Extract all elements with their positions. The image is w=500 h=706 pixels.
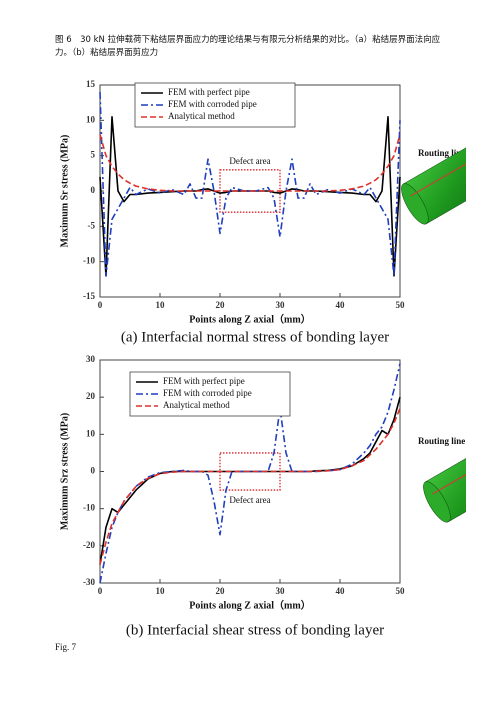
y-tick-label: 30 bbox=[86, 354, 96, 364]
annotation: Defect area bbox=[229, 495, 270, 505]
x-tick-label: 30 bbox=[276, 586, 286, 596]
legend-label: FEM with corroded pipe bbox=[168, 99, 257, 109]
y-tick-label: 0 bbox=[91, 466, 96, 476]
x-tick-label: 50 bbox=[396, 300, 406, 310]
x-tick-label: 30 bbox=[276, 300, 286, 310]
legend-label: FEM with perfect pipe bbox=[163, 376, 245, 386]
x-tick-label: 10 bbox=[156, 300, 166, 310]
legend-label: FEM with corroded pipe bbox=[163, 388, 252, 398]
series-line bbox=[99, 134, 401, 192]
legend-label: Analytical method bbox=[168, 111, 235, 121]
chart-caption: (b) Interfacial shear stress of bonding … bbox=[126, 622, 384, 638]
routing-label: Routing line bbox=[418, 148, 465, 158]
y-axis-label: Maximum Srz stress (MPa) bbox=[59, 413, 70, 530]
x-tick-label: 20 bbox=[216, 586, 226, 596]
series-line bbox=[99, 92, 401, 277]
x-tick-label: 0 bbox=[98, 300, 103, 310]
annotation: Defect area bbox=[229, 156, 270, 166]
x-tick-label: 0 bbox=[98, 586, 103, 596]
y-tick-label: 15 bbox=[86, 79, 96, 89]
pipe-model bbox=[423, 436, 466, 523]
series-line bbox=[99, 396, 401, 565]
routing-label: Routing line bbox=[418, 436, 465, 446]
series-line bbox=[99, 116, 401, 277]
y-tick-label: -10 bbox=[83, 256, 95, 266]
y-tick-label: -10 bbox=[83, 503, 95, 513]
y-tick-label: 5 bbox=[91, 150, 96, 160]
x-tick-label: 50 bbox=[396, 586, 406, 596]
y-axis-label: Maximum Sr stress (MPa) bbox=[59, 135, 70, 248]
legend-label: FEM with perfect pipe bbox=[168, 87, 250, 97]
y-tick-label: -30 bbox=[83, 577, 95, 587]
y-tick-label: 10 bbox=[86, 428, 96, 438]
x-tick-label: 40 bbox=[336, 300, 346, 310]
y-tick-label: 20 bbox=[86, 391, 96, 401]
y-tick-label: -5 bbox=[88, 220, 96, 230]
x-tick-label: 10 bbox=[156, 586, 166, 596]
y-tick-label: -15 bbox=[83, 291, 95, 301]
pipe-model bbox=[401, 138, 466, 225]
y-tick-label: -20 bbox=[83, 540, 95, 550]
chart-caption: (a) Interfacial normal stress of bonding… bbox=[121, 329, 389, 345]
y-tick-label: 0 bbox=[91, 185, 96, 195]
series-line bbox=[99, 363, 401, 584]
x-tick-label: 40 bbox=[336, 586, 346, 596]
figure-label: Fig. 7 bbox=[55, 642, 77, 652]
series-line bbox=[99, 408, 401, 565]
x-tick-label: 20 bbox=[216, 300, 226, 310]
x-axis-label: Points along Z axial（mm） bbox=[189, 312, 310, 325]
x-axis-label: Points along Z axial（mm） bbox=[189, 598, 310, 611]
y-tick-label: 10 bbox=[86, 114, 96, 124]
figure-caption: 图 6 30 kN 拉伸载荷下粘结层界面应力的理论结果与有限元分析结果的对比。（… bbox=[55, 35, 441, 58]
legend-label: Analytical method bbox=[163, 400, 230, 410]
